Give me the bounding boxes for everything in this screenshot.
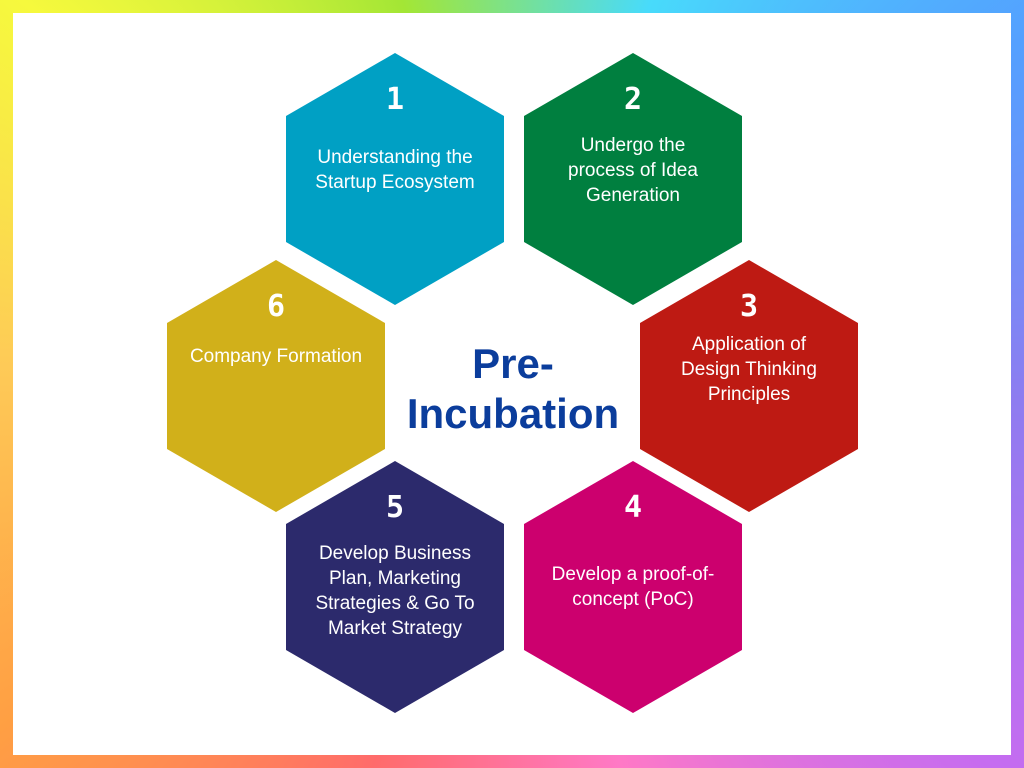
step-label: Application of Design Thinking Principle…: [681, 334, 817, 405]
step-hexagon-3: 3 Application of Design Thinking Princip…: [640, 260, 858, 512]
step-hexagon-6: 6 Company Formation: [167, 260, 385, 512]
step-number: 4: [623, 490, 643, 525]
step-label: Undergo the process of Idea Generation: [568, 135, 698, 206]
diagram-title: Pre- Incubation: [406, 340, 620, 437]
step-number: 3: [739, 289, 759, 324]
step-number: 2: [623, 82, 643, 117]
step-hexagon-1: 1 Understanding the Startup Ecosystem: [286, 53, 504, 305]
step-hexagon-5: 5 Develop Business Plan, Marketing Strat…: [286, 461, 504, 713]
step-label: Understanding the Startup Ecosystem: [315, 147, 475, 193]
step-number: 1: [385, 82, 405, 117]
step-label: Company Formation: [189, 346, 363, 367]
step-number: 5: [385, 490, 405, 525]
step-label: Develop Business Plan, Marketing Strateg…: [315, 543, 475, 639]
step-hexagon-2: 2 Undergo the process of Idea Generation: [524, 53, 742, 305]
diagram-canvas: 1 Understanding the Startup Ecosystem 2 …: [13, 13, 1011, 755]
step-number: 6: [266, 289, 286, 324]
step-label: Develop a proof-of-concept (PoC): [551, 564, 715, 610]
step-hexagon-4: 4 Develop a proof-of-concept (PoC): [524, 461, 742, 713]
